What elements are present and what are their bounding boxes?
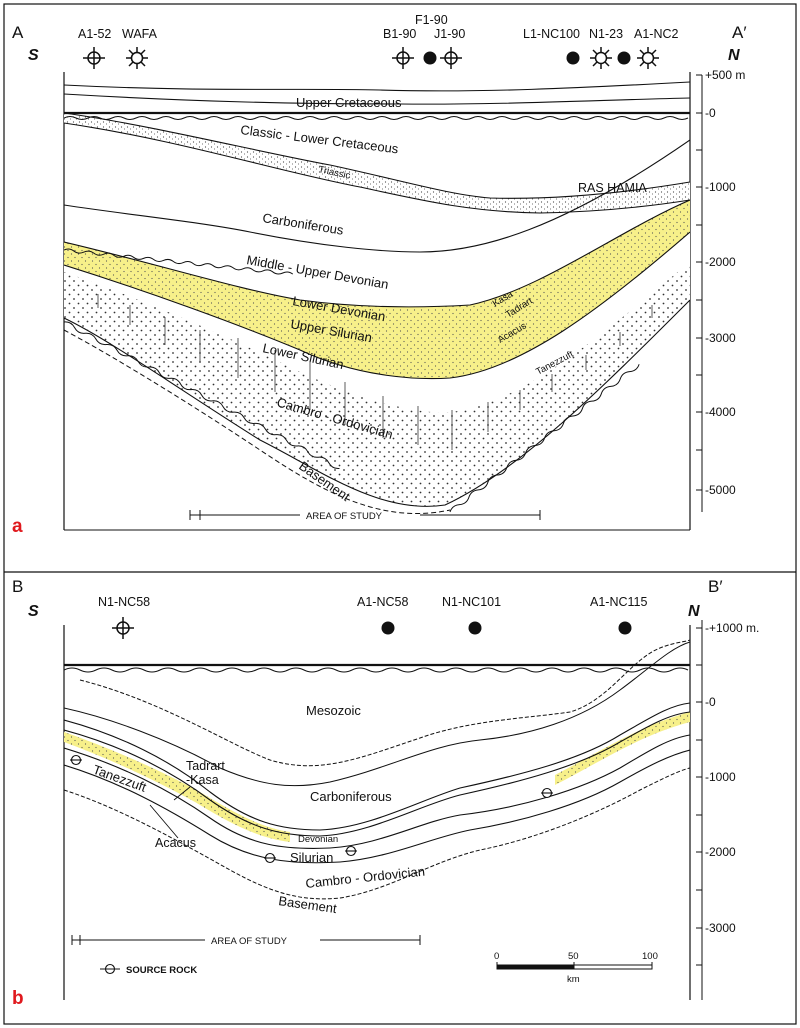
depth-tick-label: -5000	[705, 483, 736, 497]
well-label: A1-NC2	[634, 27, 679, 41]
area-of-study-b: AREA OF STUDY	[71, 935, 421, 947]
depth-tick-label: -1000	[705, 770, 736, 784]
triassic-unit	[64, 113, 690, 213]
depth-tick-label: -0	[705, 695, 716, 709]
depth-tick-label: -+1000 m.	[705, 621, 759, 635]
scale-tick-label: 50	[568, 951, 579, 962]
north-label-a: N	[728, 47, 740, 64]
formation-label: Mesozoic	[306, 703, 361, 718]
formation-label: Middle - Upper Devonian	[245, 252, 389, 292]
formation-label: -Kasa	[186, 773, 219, 787]
formation-label: Carboniferous	[310, 789, 392, 804]
scale-tick-label: 0	[494, 951, 499, 962]
oil-well-icon	[617, 51, 631, 65]
dry-well-icon	[112, 617, 134, 639]
label-leader	[173, 786, 191, 801]
unconformity-lines-a	[64, 116, 689, 514]
well-label: B1-90	[383, 27, 416, 41]
depth-tick-label: +500 m	[705, 68, 745, 82]
formation-label: Carboniferous	[262, 210, 345, 238]
well-label: A1-52	[78, 27, 111, 41]
well-label: L1-NC100	[523, 27, 580, 41]
area-of-study-label: AREA OF STUDY	[306, 511, 383, 522]
south-label-a: S	[28, 47, 39, 64]
legend-label: SOURCE ROCK	[126, 965, 197, 976]
depth-tick-label: -4000	[705, 405, 736, 419]
label-leader	[149, 804, 179, 839]
source-rock-icon	[541, 787, 553, 799]
section-start-label-a: A	[12, 23, 24, 42]
horizon-lines-b	[64, 702, 690, 864]
formation-label: Upper Cretaceous	[296, 95, 402, 110]
south-label-b: S	[28, 603, 39, 620]
well-label: N1-NC101	[442, 595, 501, 609]
horizon-lines-a	[64, 81, 690, 507]
section-start-label-b: B	[12, 577, 23, 596]
formation-label: Silurian	[290, 850, 333, 865]
section-end-label-b: B′	[708, 577, 723, 596]
formation-label: Basement	[278, 893, 338, 916]
lower-silurian-unit	[64, 232, 690, 413]
oil-well-icon	[566, 51, 580, 65]
formation-label: Cambro - Ordovician	[305, 864, 426, 891]
formation-label: Acacus	[155, 836, 196, 850]
unconformity-lines-b	[64, 639, 690, 900]
oil-well-icon	[423, 51, 437, 65]
panel-b: B B′ S N N1-NC58 A1-NC58 N1-NC101 A1-NC1…	[12, 577, 759, 1009]
formation-label: Devonian	[298, 834, 338, 845]
depth-tick-label: -3000	[705, 331, 736, 345]
scale-unit-label: km	[567, 974, 580, 985]
upper-silurian-unit	[64, 215, 690, 379]
well-label: F1-90	[415, 13, 448, 27]
panel-a: A A′ S N A1-52 WAFA B1-90 F1-90 J1-90 L1…	[12, 13, 747, 537]
mesozoic-base	[64, 641, 690, 787]
formation-label: Tadrart	[186, 759, 225, 773]
well-label: WAFA	[122, 27, 158, 41]
well-label: N1-23	[589, 27, 623, 41]
basement-top-a	[64, 321, 340, 470]
depth-tick-label: -2000	[705, 845, 736, 859]
panel-letter-b: b	[12, 988, 24, 1009]
cambro-ordovician-unit	[64, 258, 690, 507]
tadrart-kasa-unit-east	[555, 712, 690, 785]
lower-devonian-unit	[64, 200, 690, 339]
well-label: A1-NC58	[357, 595, 408, 609]
gas-well-icon	[590, 47, 612, 69]
dry-well-icon	[83, 47, 105, 69]
legend: SOURCE ROCK	[100, 963, 197, 976]
section-end-label-a: A′	[732, 23, 747, 42]
depth-tick-label: -0	[705, 106, 716, 120]
outer-frame	[3, 3, 797, 1025]
area-of-study-a: AREA OF STUDY	[189, 510, 541, 522]
depth-tick-label: -2000	[705, 255, 736, 269]
oil-well-icon	[381, 621, 395, 635]
dry-well-icon	[392, 47, 414, 69]
scale-bar: 0 50 100 km	[494, 951, 658, 985]
oil-well-icon	[468, 621, 482, 635]
well-label: A1-NC115	[590, 595, 647, 609]
oil-well-icon	[618, 621, 632, 635]
area-of-study-label: AREA OF STUDY	[211, 936, 288, 947]
dry-well-icon	[440, 47, 462, 69]
ordovician-hatching	[97, 294, 653, 450]
gas-well-icon	[637, 47, 659, 69]
depth-tick-label: -3000	[705, 921, 736, 935]
depth-axis-b: -+1000 m. -0 -1000 -2000 -3000	[696, 620, 759, 1000]
source-rock-icon	[264, 852, 276, 864]
depth-tick-label: -1000	[705, 180, 736, 194]
source-rock-icon	[345, 845, 357, 857]
basement-top-a-east	[449, 364, 640, 513]
gas-well-icon	[126, 47, 148, 69]
panel-letter-a: a	[12, 516, 23, 537]
well-label: N1-NC58	[98, 595, 150, 609]
formation-label: RAS HAMIA	[578, 181, 647, 195]
source-rock-icon	[70, 754, 82, 766]
depth-axis-a: +500 m -0 -1000 -2000 -3000 -4000 -5000	[696, 68, 745, 512]
scale-tick-label: 100	[642, 951, 658, 962]
well-label: J1-90	[434, 27, 465, 41]
north-label-b: N	[688, 603, 700, 620]
